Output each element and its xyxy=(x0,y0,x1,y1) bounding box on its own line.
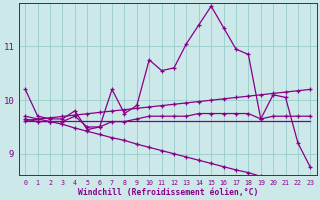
X-axis label: Windchill (Refroidissement éolien,°C): Windchill (Refroidissement éolien,°C) xyxy=(78,188,258,197)
